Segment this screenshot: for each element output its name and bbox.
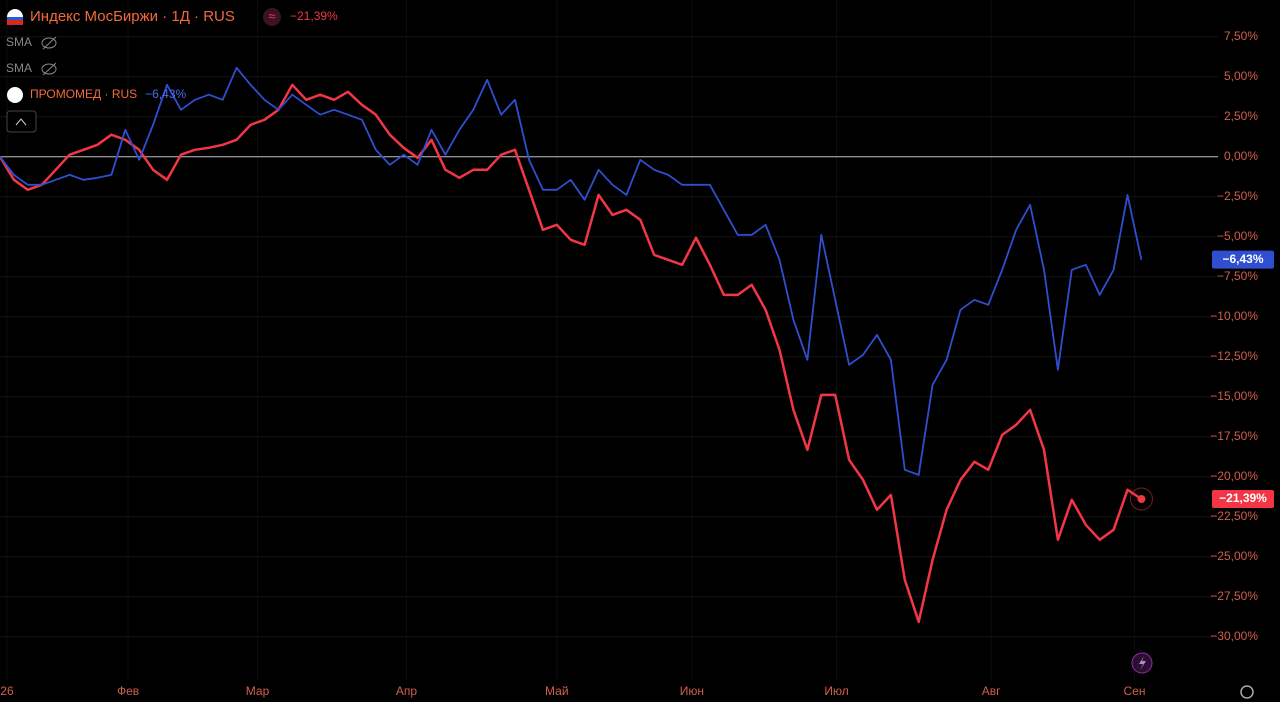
x-tick-label: Апр bbox=[396, 684, 418, 698]
last-point bbox=[1137, 495, 1146, 504]
series-line bbox=[0, 83, 1143, 624]
flag-icon bbox=[7, 17, 23, 20]
y-tick-label: −27,50% bbox=[1210, 589, 1258, 603]
x-tick-label: Фев bbox=[117, 684, 139, 698]
y-tick-label: 7,50% bbox=[1224, 29, 1258, 43]
x-tick-label: 26 bbox=[0, 684, 14, 698]
legend-change: −6,43% bbox=[145, 87, 186, 101]
y-tick-label: −22,50% bbox=[1210, 509, 1258, 523]
x-tick-label: Июн bbox=[680, 684, 704, 698]
x-tick-label: Май bbox=[545, 684, 569, 698]
compare-icon: ≈ bbox=[268, 8, 275, 23]
y-tick-label: −20,00% bbox=[1210, 469, 1258, 483]
hidden-eye-icon bbox=[42, 36, 57, 50]
y-tick-label: −15,00% bbox=[1210, 389, 1258, 403]
y-tick-label: −30,00% bbox=[1210, 629, 1258, 643]
y-tick-label: −7,50% bbox=[1217, 269, 1258, 283]
legend-name: Индекс МосБиржи · 1Д · RUS bbox=[30, 8, 235, 25]
y-tick-label: −2,50% bbox=[1217, 189, 1258, 203]
hidden-eye-icon bbox=[42, 62, 57, 76]
y-tick-label: 5,00% bbox=[1224, 69, 1258, 83]
x-tick-label: Сен bbox=[1123, 684, 1145, 698]
legend-change: −21,39% bbox=[290, 9, 338, 23]
y-tick-label: 2,50% bbox=[1224, 109, 1258, 123]
company-icon bbox=[7, 87, 23, 103]
y-tick-label: −17,50% bbox=[1210, 429, 1258, 443]
x-tick-label: Мар bbox=[246, 684, 270, 698]
price-badge-label: −6,43% bbox=[1222, 252, 1263, 266]
indicator-name: SMA bbox=[6, 35, 32, 49]
y-tick-label: −10,00% bbox=[1210, 309, 1258, 323]
y-tick-label: 0,00% bbox=[1224, 149, 1258, 163]
price-badge bbox=[1212, 490, 1274, 509]
hidden-eye-icon bbox=[41, 63, 57, 75]
hidden-eye-icon bbox=[41, 37, 57, 49]
x-tick-label: Авг bbox=[982, 684, 1001, 698]
flag-icon bbox=[7, 20, 23, 25]
settings-icon[interactable] bbox=[1240, 685, 1254, 699]
compare-icon[interactable] bbox=[263, 8, 281, 26]
legend-name: ПРОМОМЕД · RUS bbox=[30, 87, 137, 101]
price-badge-label: −21,39% bbox=[1219, 491, 1267, 505]
x-tick-label: Июл bbox=[824, 684, 848, 698]
last-point-ring bbox=[1129, 487, 1153, 511]
collapse-icon bbox=[15, 118, 27, 126]
y-tick-label: −5,00% bbox=[1217, 229, 1258, 243]
series-line bbox=[0, 66, 1143, 476]
price-badge bbox=[1212, 250, 1274, 269]
legend: Индекс МосБиржи · 1Д · RUS −21,39% ПРОМОМЕ… bbox=[6, 8, 338, 101]
y-tick-label: −25,00% bbox=[1210, 549, 1258, 563]
y-tick-label: −12,50% bbox=[1210, 349, 1258, 363]
lightning-icon bbox=[1139, 656, 1146, 670]
collapse-button[interactable] bbox=[6, 110, 37, 133]
indicator-name: SMA bbox=[6, 61, 32, 75]
